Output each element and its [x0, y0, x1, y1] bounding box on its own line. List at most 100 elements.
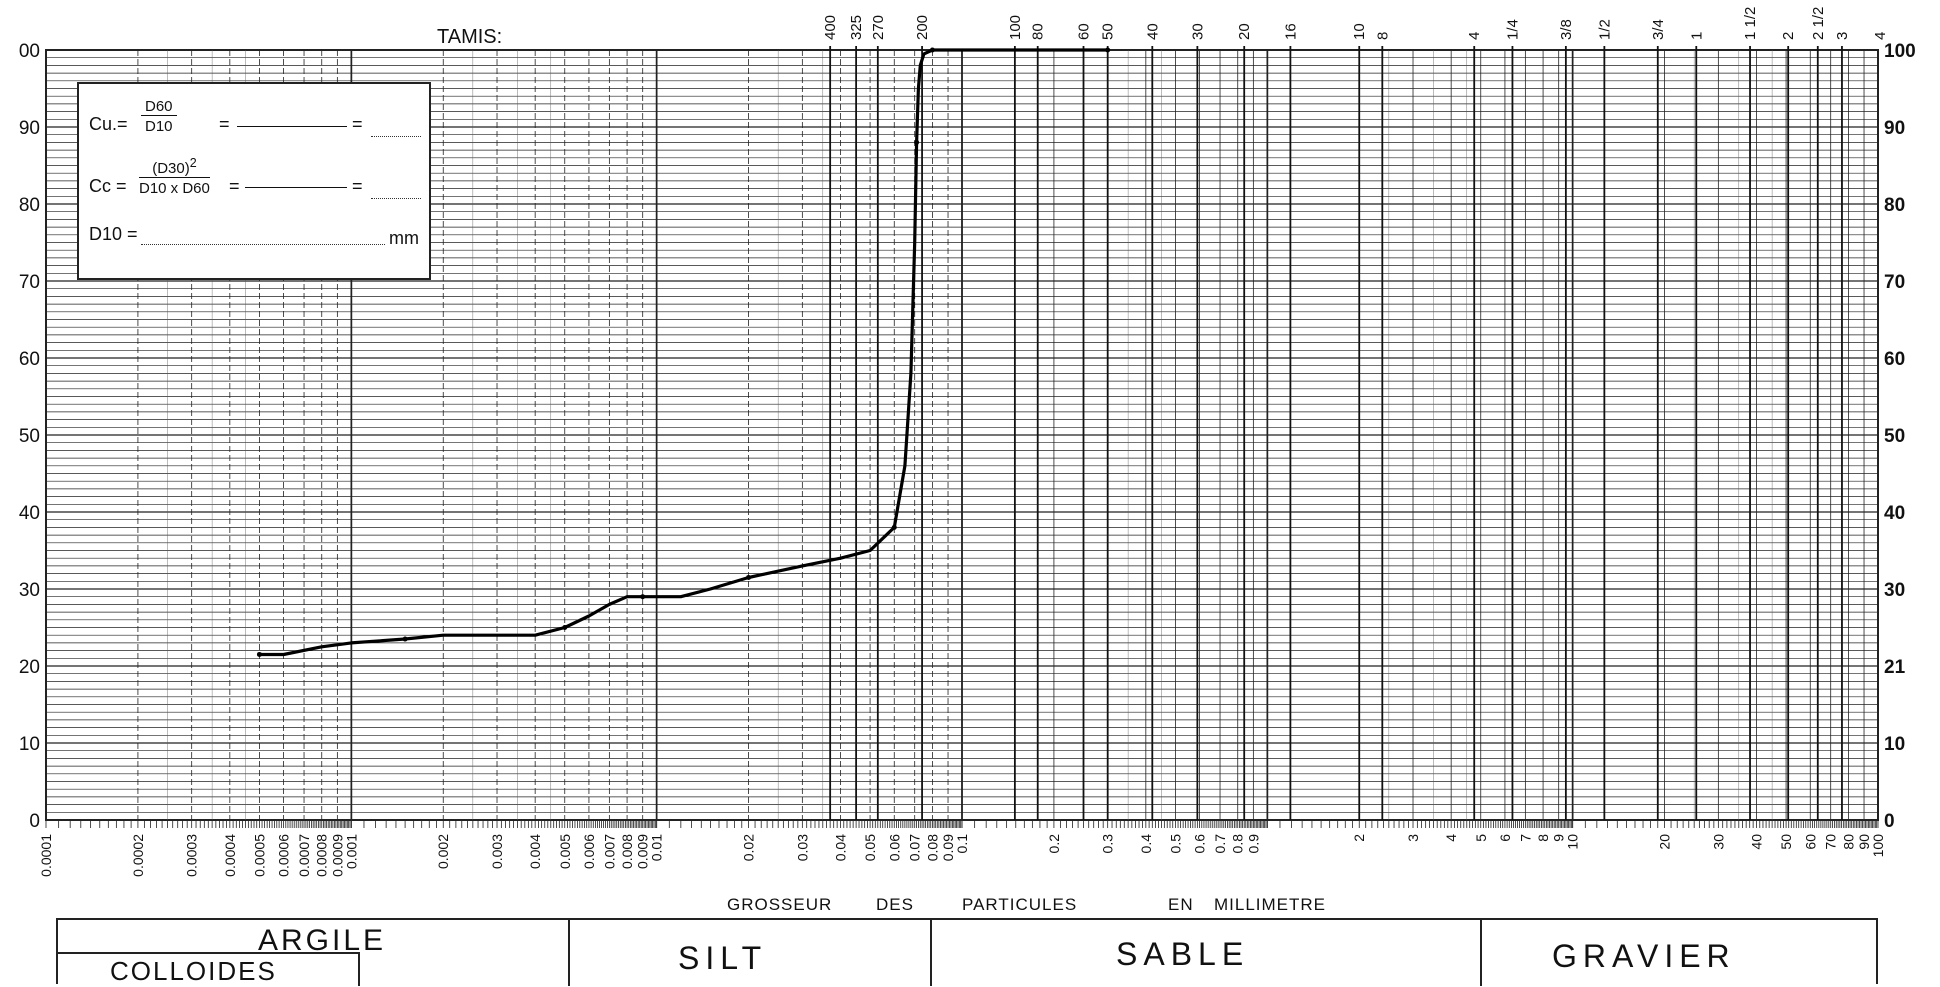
y-tick-label-left: 20 [19, 657, 40, 678]
x-tick-label: 30 [1710, 834, 1726, 850]
y-tick-label-right: 10 [1884, 734, 1905, 755]
sieve-label: 30 [1189, 23, 1206, 40]
cu-label: Cu.= [89, 114, 128, 134]
y-tick-label-right: 80 [1884, 195, 1905, 216]
x-tick-label: 0.006 [581, 834, 597, 869]
cc-equals: = [229, 176, 240, 196]
cc-result-equals: = [352, 176, 363, 196]
sieve-label: 8 [1374, 32, 1391, 40]
x-axis-title-word-5: MILLIMETRE [1214, 895, 1327, 914]
x-tick-label: 0.04 [832, 834, 848, 861]
x-tick-label: 6 [1497, 834, 1513, 842]
curve-point [746, 574, 752, 580]
x-tick-label: 0.002 [435, 834, 451, 869]
sieve-label: 4 [1466, 32, 1483, 40]
zone-sable-label: SABLE [1116, 936, 1250, 972]
x-tick-label: 60 [1802, 834, 1818, 850]
y-tick-label-right: 0 [1884, 811, 1895, 832]
x-tick-label: 0.01 [649, 834, 665, 861]
cc-exponent: 2 [189, 156, 197, 170]
zone-colloides: COLLOIDES [58, 952, 360, 986]
y-tick-label-left: 50 [19, 426, 40, 447]
sieve-label: 2 [1780, 32, 1797, 40]
x-tick-label: 0.0003 [184, 834, 200, 877]
x-axis-title-word-3: PARTICULES [962, 895, 1078, 914]
x-tick-label: 0.007 [601, 834, 617, 869]
y-tick-label-left: 40 [19, 503, 40, 524]
sieve-label: 4 [1872, 32, 1889, 40]
x-tick-label: 0.3 [1100, 834, 1116, 854]
y-tick-label-right: 30 [1884, 580, 1905, 601]
y-axis-left-ticks: 0 10 20 30 40 50 60 70 80 90 00 [19, 41, 40, 832]
x-tick-label: 3 [1405, 834, 1421, 842]
cc-numerator: (D30)2 [139, 156, 210, 178]
x-tick-label: 0.5 [1167, 834, 1183, 854]
y-tick-label-left: 80 [19, 195, 40, 216]
x-tick-label: 0.4 [1138, 834, 1154, 854]
zone-sable: SABLE [932, 920, 1482, 986]
y-tick-label-left: 10 [19, 734, 40, 755]
x-tick-label: 0.2 [1046, 834, 1062, 854]
x-tick-label: 0.008 [619, 834, 635, 869]
x-tick-label: 0.8 [1230, 834, 1246, 854]
x-tick-label: 5 [1473, 834, 1489, 842]
d10-label: D10 = [89, 224, 138, 244]
x-tick-label: 20 [1657, 834, 1673, 850]
x-axis-tick-labels: 0.0001 0.0002 0.0003 0.0004 0.0005 0.0006 0.00… [38, 834, 1886, 877]
y-tick-label-left: 60 [19, 349, 40, 370]
x-tick-label: 0.009 [635, 834, 651, 869]
y-tick-label-left: 90 [19, 118, 40, 139]
zone-colloides-label: COLLOIDES [110, 956, 277, 986]
sieve-lines [829, 46, 1843, 820]
sieve-label: 3 [1834, 32, 1851, 40]
zone-gravier: GRAVIER [1482, 920, 1878, 986]
y-tick-label-left: 30 [19, 580, 40, 601]
x-tick-label: 0.9 [1245, 834, 1261, 854]
sieve-label: 10 [1351, 23, 1368, 40]
curve-point [929, 47, 935, 53]
x-tick-label: 0.0006 [276, 834, 292, 877]
x-tick-label: 0.09 [940, 834, 956, 861]
zone-silt-label: SILT [678, 940, 768, 976]
sieve-label: 2 1/2 [1810, 7, 1827, 40]
x-tick-label: 0.0004 [222, 834, 238, 877]
cc-numerator-text: (D30) [152, 160, 190, 177]
cu-numerator: D60 [141, 98, 177, 116]
curve-point [402, 636, 408, 642]
x-tick-label: 0.6 [1192, 834, 1208, 854]
x-tick-label: 7 [1517, 834, 1533, 842]
sieve-label: 100 [1007, 15, 1024, 40]
x-axis-title-word-2: DES [876, 895, 914, 914]
curve-point [640, 594, 646, 600]
x-tick-label: 0.02 [741, 834, 757, 861]
sieve-label: 16 [1282, 23, 1299, 40]
grading-curve [256, 47, 1111, 657]
x-tick-label: 4 [1443, 834, 1459, 842]
sieve-label: 325 [848, 15, 865, 40]
x-tick-label: 0.05 [862, 834, 878, 861]
cu-fraction: D60 D10 [141, 98, 177, 135]
x-tick-label: 100 [1870, 834, 1886, 858]
x-tick-label: 0.001 [343, 834, 359, 869]
sieve-labels: 400 325 270 200 100 80 60 50 40 30 20 16 10 8 4 1/4 3/8 1… [822, 7, 1889, 40]
sieve-label: 1/2 [1596, 19, 1613, 40]
x-tick-label: 9 [1551, 834, 1567, 842]
x-tick-label: 8 [1535, 834, 1551, 842]
x-tick-label: 80 [1840, 834, 1856, 850]
sieve-label: 3/4 [1650, 19, 1667, 40]
sieve-label: 1 [1688, 32, 1705, 40]
x-tick-label: 0.0001 [38, 834, 54, 877]
sieve-label: 3/8 [1558, 19, 1575, 40]
y-tick-label-right: 100 [1884, 41, 1916, 62]
y-tick-label-right: 21 [1884, 657, 1906, 678]
x-tick-label: 0.0009 [329, 834, 345, 877]
cc-result-dots [371, 198, 421, 199]
zone-silt: SILT [570, 920, 932, 986]
y-tick-label-left: 70 [19, 272, 40, 293]
cu-blank-line [237, 126, 347, 127]
x-tick-label: 40 [1748, 834, 1764, 850]
sieve-label: 20 [1236, 23, 1253, 40]
sieve-label: 50 [1100, 23, 1117, 40]
cc-label: Cc = [89, 176, 127, 196]
x-tick-label: 0.07 [907, 834, 923, 861]
